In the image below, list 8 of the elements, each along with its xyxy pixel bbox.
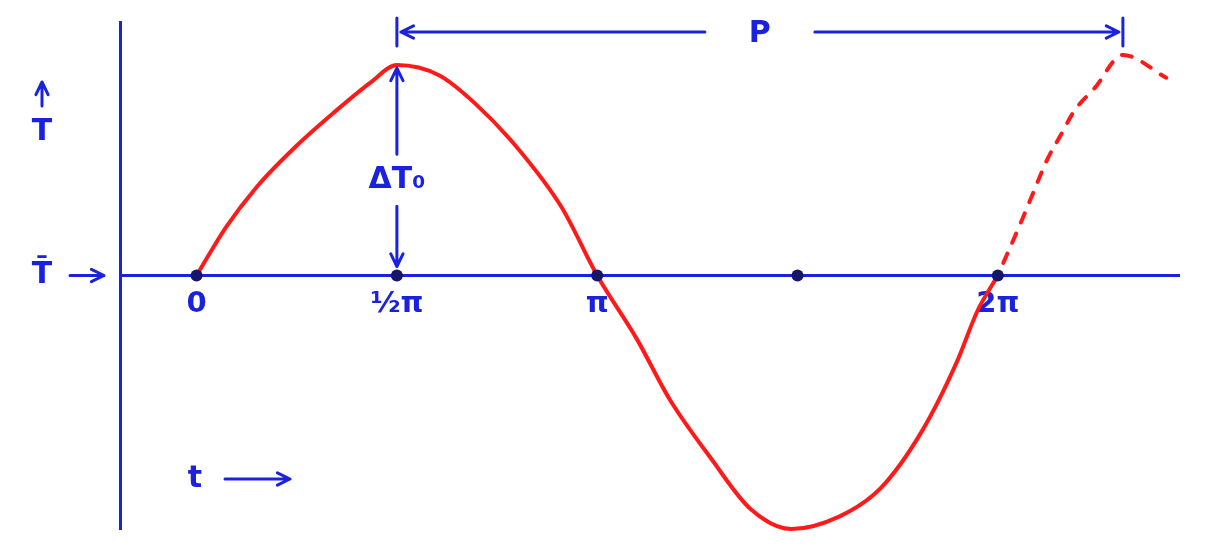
text: P [748,13,771,49]
y-axis-title: T [31,111,53,147]
x-tick-label: ½π [370,285,424,320]
x-tick-label: π [585,285,609,320]
annotation: ΔT₀ [368,160,426,196]
x-tick-label: 0 [186,285,207,320]
text: T̄ [31,254,53,291]
x-axis-title: t [187,458,203,494]
